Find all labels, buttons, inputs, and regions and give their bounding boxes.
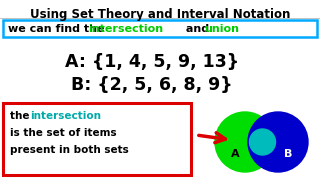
Text: we can find the: we can find the	[8, 24, 108, 33]
Circle shape	[215, 112, 275, 172]
Text: and: and	[182, 24, 213, 33]
Text: the: the	[10, 111, 33, 121]
Text: B: B	[284, 149, 292, 159]
FancyBboxPatch shape	[3, 20, 317, 37]
Text: union: union	[204, 24, 239, 33]
Text: present in both sets: present in both sets	[10, 145, 129, 155]
Text: intersection: intersection	[30, 111, 101, 121]
Text: is the set of items: is the set of items	[10, 128, 116, 138]
Text: A: A	[231, 149, 239, 159]
Text: Using Set Theory and Interval Notation: Using Set Theory and Interval Notation	[30, 8, 290, 21]
Circle shape	[248, 112, 308, 172]
Text: B: {2, 5, 6, 8, 9}: B: {2, 5, 6, 8, 9}	[71, 76, 233, 94]
Text: intersection: intersection	[88, 24, 163, 33]
Circle shape	[250, 129, 276, 155]
FancyBboxPatch shape	[3, 103, 191, 175]
Text: A: {1, 4, 5, 9, 13}: A: {1, 4, 5, 9, 13}	[65, 53, 239, 71]
